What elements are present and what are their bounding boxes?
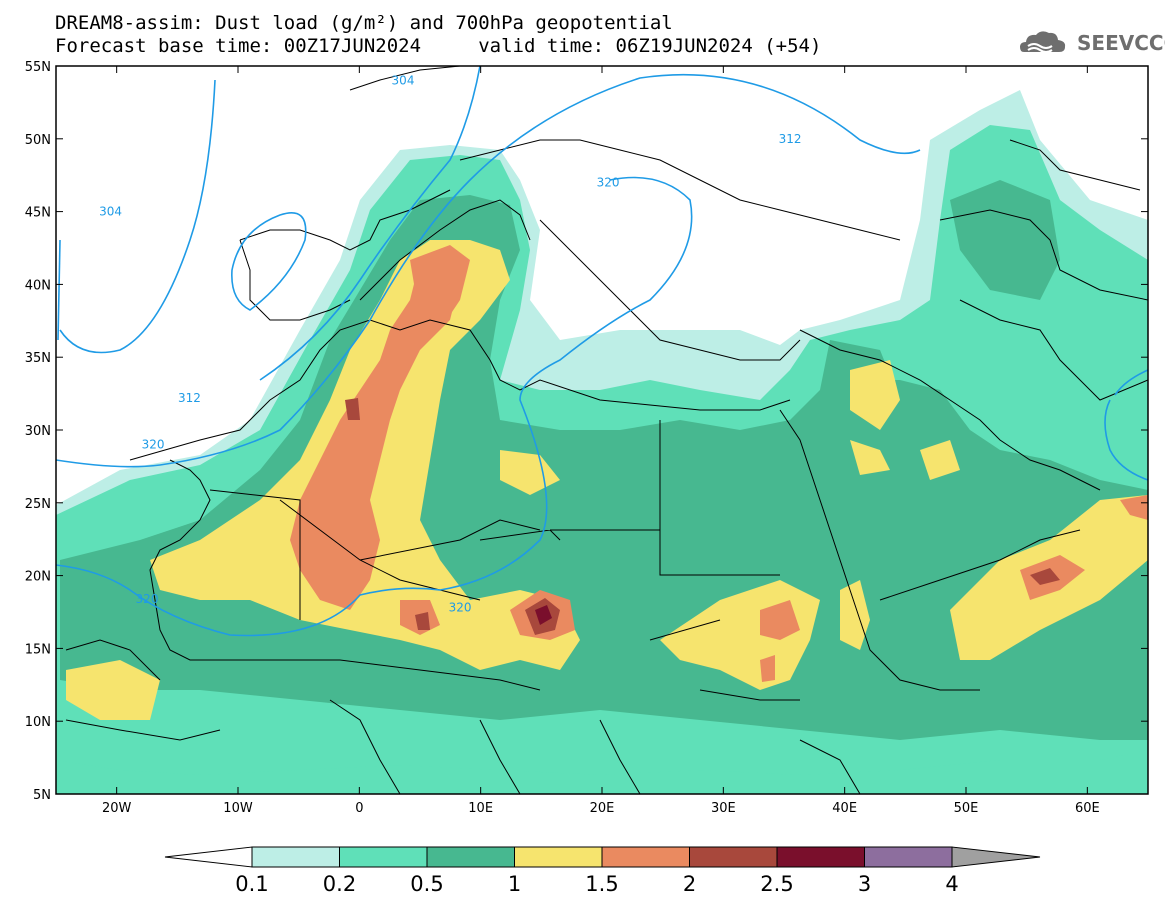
colorbar-tick-label: 4	[945, 872, 958, 896]
map-plot-area: 304 304 312 312 320 320 320 320	[56, 66, 1148, 794]
lon-tick-label: 60E	[1075, 801, 1100, 816]
colorbar-tick-label: 0.5	[410, 872, 443, 896]
lat-tick-label: 5N	[33, 788, 51, 803]
colorbar-swatch	[514, 846, 603, 868]
contour-label: 320	[449, 601, 472, 615]
colorbar-tick-label: 0.1	[235, 872, 268, 896]
lon-tick-label: 40E	[832, 801, 857, 816]
colorbar-tick-label: 2	[683, 872, 696, 896]
colorbar-swatch	[251, 846, 340, 868]
lon-tick-label: 20E	[590, 801, 615, 816]
dust-layer-2.5	[535, 605, 552, 625]
colorbar-tick-label: 1.5	[585, 872, 618, 896]
cloud-logo-icon	[1020, 31, 1066, 53]
contour-label: 312	[779, 132, 802, 146]
lon-tick-label: 0	[355, 801, 363, 816]
contour-label: 304	[392, 74, 415, 88]
colorbar-under-arrow	[164, 846, 253, 868]
colorbar-swatch	[689, 846, 778, 868]
contour-label: 304	[99, 205, 122, 219]
longitude-axis: 20W 10W 0 10E 20E 30E 40E 50E 60E	[102, 66, 1100, 816]
latitude-axis: 55N 50N 45N 40N 35N 30N 25N 20N 15N 10N 5N	[25, 60, 1148, 803]
lat-tick-label: 25N	[25, 497, 51, 512]
lon-tick-label: 20W	[102, 801, 132, 816]
contour-label: 320	[136, 592, 159, 606]
lat-tick-label: 30N	[25, 424, 51, 439]
geopotential-contours	[56, 66, 1148, 637]
colorbar-swatch	[601, 846, 690, 868]
lon-tick-label: 10E	[468, 801, 493, 816]
lat-tick-label: 35N	[25, 351, 51, 366]
colorbar-tick-label: 3	[858, 872, 871, 896]
lat-tick-label: 50N	[25, 133, 51, 148]
logo-text: SEEVCCC	[1077, 31, 1165, 55]
colorbar-tick-label: 1	[508, 872, 521, 896]
lat-tick-label: 20N	[25, 570, 51, 585]
lat-tick-label: 45N	[25, 206, 51, 221]
contour-label: 320	[597, 175, 620, 189]
lat-tick-label: 55N	[25, 60, 51, 75]
title-line-2: Forecast base time: 00Z17JUN2024 valid t…	[55, 35, 822, 57]
lon-tick-label: 30E	[711, 801, 736, 816]
colorbar-swatch	[426, 846, 515, 868]
lat-tick-label: 15N	[25, 642, 51, 657]
title-line-1: DREAM8-assim: Dust load (g/m²) and 700hP…	[55, 12, 673, 34]
lat-tick-label: 10N	[25, 715, 51, 730]
colorbar-over-arrow	[951, 846, 1041, 868]
colorbar-swatch	[776, 846, 865, 868]
colorbar-tick-label: 0.2	[323, 872, 356, 896]
country-borders	[65, 66, 1148, 794]
colorbar-tick-label: 2.5	[760, 872, 793, 896]
contour-label: 312	[178, 391, 201, 405]
lat-tick-label: 40N	[25, 278, 51, 293]
lon-tick-label: 10W	[223, 801, 253, 816]
lon-tick-label: 50E	[954, 801, 979, 816]
colorbar-swatch	[864, 846, 953, 868]
geopotential-contour-labels: 304 304 312 312 320 320 320 320	[99, 74, 802, 615]
colorbar: 0.1 0.2 0.5 1 1.5 2 2.5 3 4	[164, 846, 1041, 896]
colorbar-swatch	[339, 846, 428, 868]
contour-label: 320	[142, 438, 165, 452]
